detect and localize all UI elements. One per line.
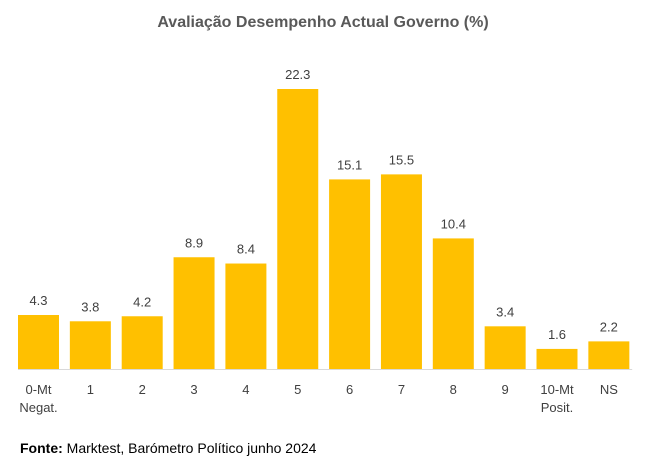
bar	[329, 179, 371, 369]
data-label: 22.3	[285, 67, 310, 82]
x-tick-label: 4	[242, 382, 249, 397]
bar	[484, 326, 526, 369]
bar	[173, 257, 215, 369]
data-label: 3.4	[496, 304, 514, 319]
bar	[432, 238, 474, 369]
bar	[588, 341, 630, 369]
x-tick-label: NS	[600, 382, 618, 397]
chart-title: Avaliação Desempenho Actual Governo (%)	[157, 14, 489, 31]
bar	[380, 174, 422, 369]
data-label: 3.8	[81, 299, 99, 314]
source-text: Marktest, Barómetro Político junho 2024	[62, 440, 317, 456]
x-tick-label: 7	[398, 382, 405, 397]
bar	[277, 89, 319, 369]
x-tick-label: 8	[450, 382, 457, 397]
bar	[225, 263, 267, 369]
data-label: 4.2	[133, 294, 151, 309]
x-tick-label: 9	[502, 382, 509, 397]
source-label: Fonte:	[20, 440, 63, 456]
x-tick-label: 1	[87, 382, 94, 397]
data-label: 10.4	[441, 216, 466, 231]
x-tick-label: Negat.	[19, 400, 57, 415]
data-label: 8.9	[185, 235, 203, 250]
x-tick-label: 2	[139, 382, 146, 397]
x-tick-label: 10-Mt	[540, 382, 574, 397]
source-note: Fonte: Marktest, Barómetro Político junh…	[20, 440, 316, 456]
data-label: 8.4	[237, 242, 255, 257]
bar-chart: 4.3 0-Mt Negat. 3.8 1 4.2 2 8.9 3 8.4 4 22.3 5 15.1 6 1…	[18, 67, 633, 415]
x-tick-label: 0-Mt	[26, 382, 52, 397]
x-tick-label: Posit.	[541, 400, 574, 415]
bar	[69, 321, 111, 369]
x-tick-label: 5	[294, 382, 301, 397]
data-label: 4.3	[29, 293, 47, 308]
data-label: 2.2	[600, 319, 618, 334]
x-tick-label: 6	[346, 382, 353, 397]
data-label: 1.6	[548, 327, 566, 342]
bar	[18, 315, 59, 369]
bar	[536, 348, 578, 369]
bar	[121, 316, 163, 369]
data-label: 15.5	[389, 152, 414, 167]
x-tick-label: 3	[190, 382, 197, 397]
data-label: 15.1	[337, 157, 362, 172]
